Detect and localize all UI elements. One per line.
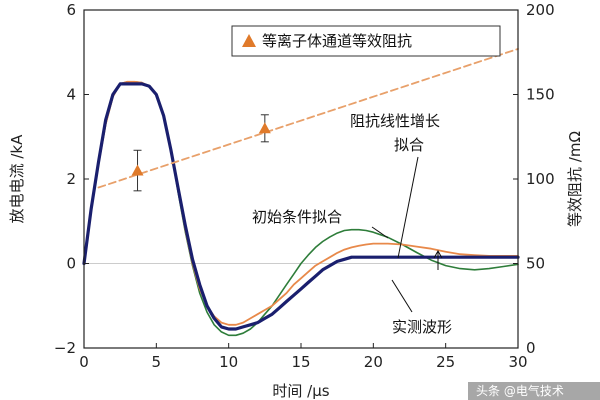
y2-axis-title: 等效阻抗 /mΩ — [566, 131, 584, 227]
annotation-initial-fit-leader — [371, 226, 389, 239]
annotation-measured-leader — [391, 279, 413, 313]
plot-frame — [83, 9, 519, 349]
legend-box — [231, 25, 501, 57]
x-tick-label: 30 — [508, 353, 527, 371]
difference-marker-arrow — [433, 249, 443, 259]
watermark: 头条 @电气技术 — [476, 383, 564, 398]
x-tick-label: 20 — [364, 353, 383, 371]
y-tick-label: 2 — [66, 170, 76, 188]
legend: 等离子体通道等效阻抗 — [231, 25, 501, 57]
y2-tick-label: 100 — [526, 170, 555, 188]
y-tick-label: 4 — [66, 86, 76, 104]
y-tick-label: −2 — [54, 339, 76, 357]
y2-tick-label: 0 — [526, 339, 536, 357]
annotation-linear-fit-line2: 拟合 — [394, 136, 424, 154]
y2-tick-label: 200 — [526, 1, 555, 19]
x-tick-label: 25 — [436, 353, 455, 371]
annotation-linear-fit-leader — [397, 156, 419, 259]
x-axis-title: 时间 /μs — [272, 382, 329, 400]
annotation-linear-fit-line1: 阻抗线性增长 — [350, 112, 440, 130]
x-tick-label: 15 — [291, 353, 310, 371]
annotation-measured: 实测波形 — [392, 318, 452, 336]
y-tick-label: 0 — [66, 255, 76, 273]
impedance-point — [258, 122, 271, 134]
impedance-point — [131, 164, 144, 176]
watermark-bg — [468, 382, 600, 400]
series-line-impedance-fit — [97, 48, 519, 189]
legend-triangle-marker — [242, 34, 256, 47]
y-axis-title: 放电电流 /kA — [8, 134, 26, 224]
series-line-measured — [82, 82, 520, 331]
y2-tick-label: 150 — [526, 86, 555, 104]
x-tick-label: 5 — [152, 353, 162, 371]
legend-label: 等离子体通道等效阻抗 — [262, 32, 412, 50]
y-tick-label: 6 — [66, 1, 76, 19]
annotation-initial-fit: 初始条件拟合 — [252, 208, 342, 226]
x-tick-label: 10 — [219, 353, 238, 371]
y2-tick-label: 50 — [526, 255, 545, 273]
x-tick-label: 0 — [79, 353, 89, 371]
